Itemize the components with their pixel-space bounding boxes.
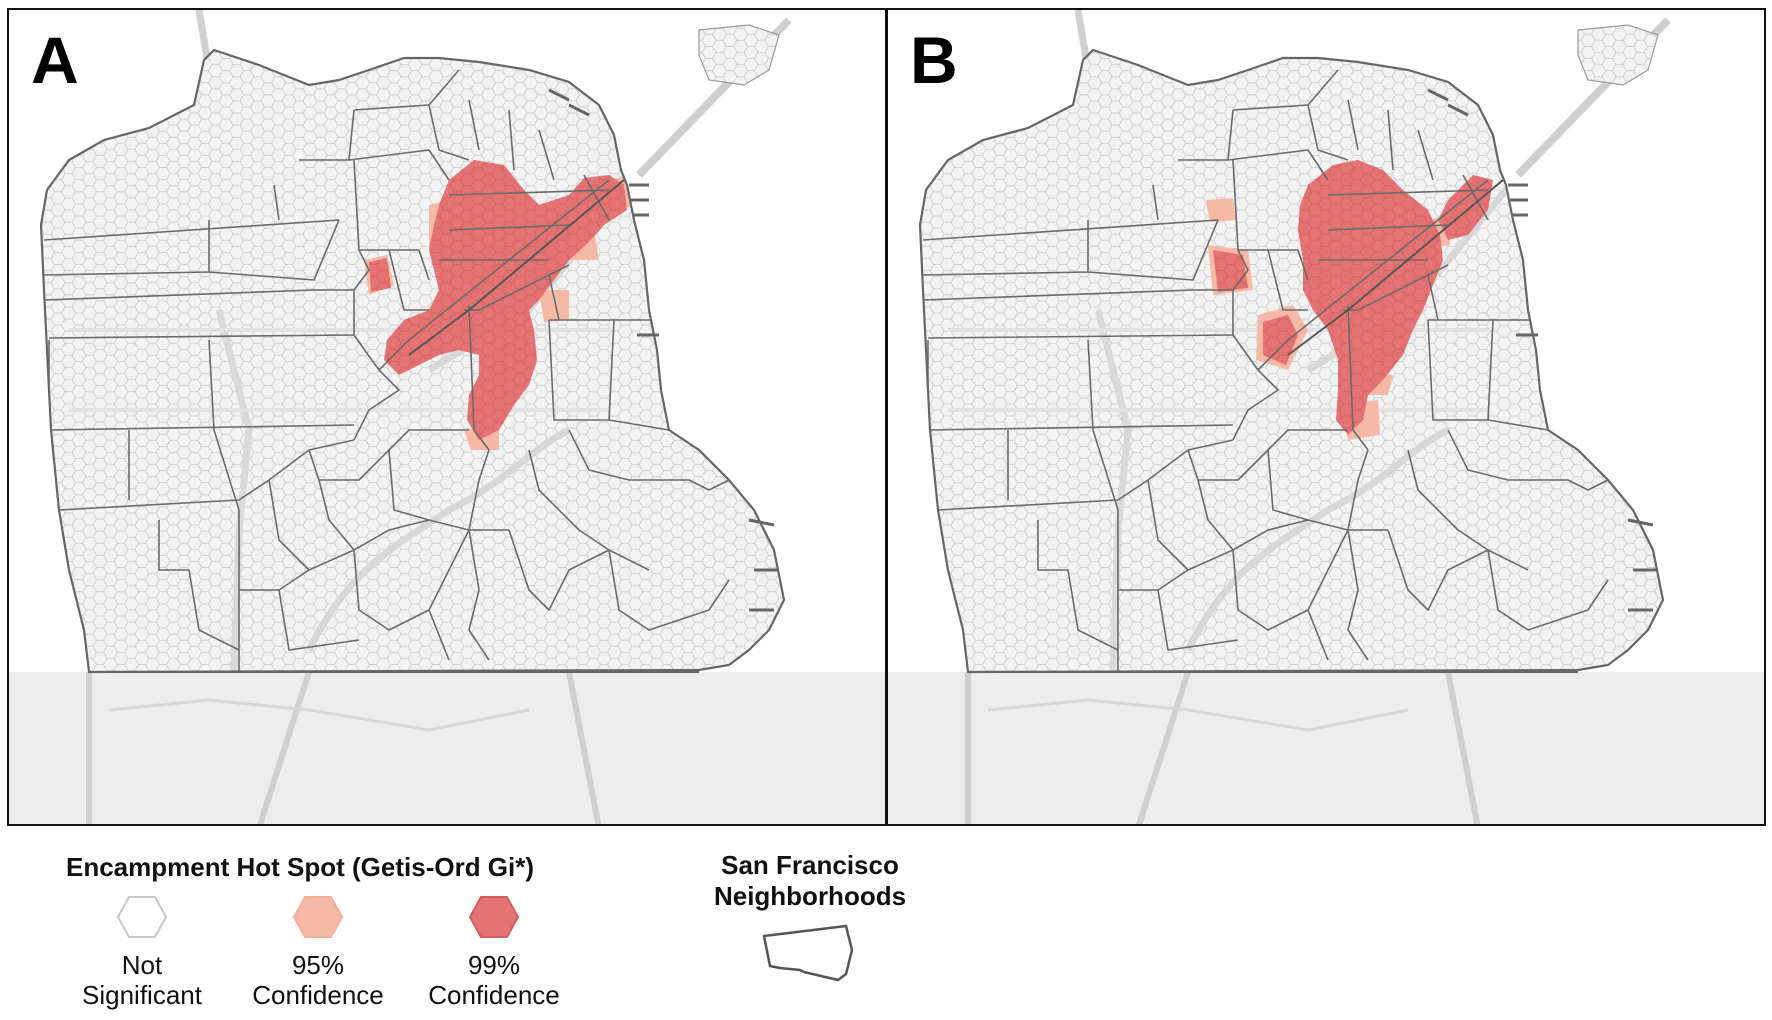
treasure-island bbox=[698, 24, 780, 86]
light-red-hexagon-icon bbox=[292, 896, 344, 938]
outside-land bbox=[9, 672, 885, 824]
piers bbox=[548, 88, 779, 612]
hotspot-99-area bbox=[369, 160, 627, 440]
treasure-island bbox=[1577, 24, 1659, 86]
panel-label-b: B bbox=[910, 23, 958, 97]
neighborhoods-title-line1: San Francisco bbox=[721, 850, 899, 880]
neighborhood-outline-icon bbox=[762, 924, 854, 982]
map-b-canvas bbox=[888, 10, 1764, 824]
dark-red-hexagon-icon bbox=[468, 896, 520, 938]
neighborhoods-title-line2: Neighborhoods bbox=[713, 881, 907, 911]
map-panel-b: B bbox=[886, 8, 1766, 826]
legend-label-line1: 95% bbox=[291, 950, 345, 980]
legend-item-not-significant: Not Significant bbox=[62, 894, 222, 1010]
legend-label-line1: Not bbox=[121, 950, 163, 980]
legend-item-95-confidence: 95% Confidence bbox=[238, 894, 398, 1010]
map-a-canvas bbox=[9, 10, 885, 824]
white-hexagon-icon bbox=[116, 896, 168, 938]
legend-label-line2: Confidence bbox=[252, 980, 384, 1010]
neighborhoods-legend-title: San Francisco Neighborhoods bbox=[690, 850, 930, 912]
map-panel-a: A bbox=[7, 8, 887, 826]
legend-label-line2: Confidence bbox=[428, 980, 560, 1010]
legend-label-line1: 99% bbox=[467, 950, 521, 980]
piers bbox=[1427, 88, 1658, 612]
hotspot-legend-title: Encampment Hot Spot (Getis-Ord Gi*) bbox=[66, 852, 535, 882]
legend-label-line2: Significant bbox=[82, 980, 202, 1010]
legend-item-99-confidence: 99% Confidence bbox=[414, 894, 574, 1010]
panel-label-a: A bbox=[31, 23, 79, 97]
outside-land bbox=[888, 672, 1764, 824]
